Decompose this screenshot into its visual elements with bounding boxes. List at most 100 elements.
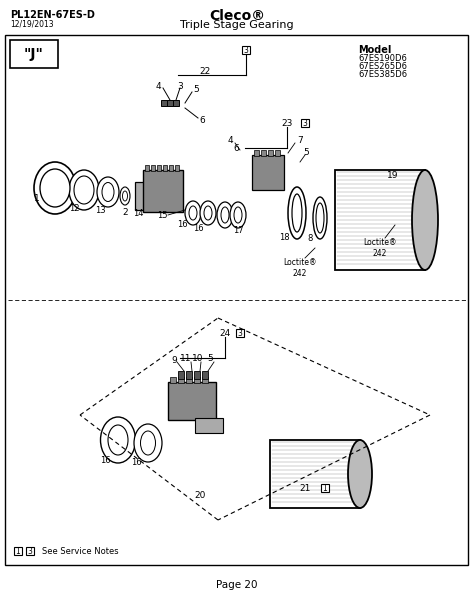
Ellipse shape [140,431,155,455]
Ellipse shape [221,207,229,223]
Text: 1: 1 [34,194,40,202]
Ellipse shape [288,187,306,239]
Text: Page 20: Page 20 [216,580,258,590]
Bar [242,46,250,54]
Text: 5: 5 [303,148,309,156]
Ellipse shape [74,176,94,204]
Text: 3: 3 [237,329,242,338]
Text: 1: 1 [16,547,20,555]
Text: 12/19/2013: 12/19/2013 [10,19,54,28]
Text: 10: 10 [192,354,204,362]
Bar [157,165,161,171]
Bar [195,418,223,433]
Bar [151,165,155,171]
Text: 7: 7 [297,135,303,145]
Bar [145,165,149,171]
Text: Triple Stage Gearing: Triple Stage Gearing [180,20,294,30]
Text: 3: 3 [244,45,248,55]
Ellipse shape [189,206,197,220]
Text: 19: 19 [387,170,399,180]
Bar [167,100,173,106]
Ellipse shape [34,162,76,214]
Bar [173,100,179,106]
Text: 5: 5 [193,85,199,94]
Text: See Service Notes: See Service Notes [42,547,118,555]
Text: 16: 16 [177,219,187,229]
Bar [169,165,173,171]
Text: 8: 8 [307,234,313,243]
Ellipse shape [122,191,128,201]
Text: 67ES190D6: 67ES190D6 [358,54,407,63]
Text: 11: 11 [180,354,192,362]
Text: 67ES385D6: 67ES385D6 [358,70,407,79]
Bar [14,547,22,555]
Text: 4: 4 [227,135,233,145]
Bar [178,377,184,383]
Ellipse shape [97,177,119,207]
Bar [252,155,284,190]
Ellipse shape [204,206,212,220]
Bar [194,371,200,379]
Bar [175,165,179,171]
Text: 18: 18 [279,232,289,242]
Ellipse shape [108,425,128,455]
Text: 16: 16 [131,457,141,466]
Text: 2: 2 [122,207,128,216]
Bar [178,371,184,379]
Bar [268,150,273,156]
Bar [321,484,329,492]
Bar [163,165,167,171]
Bar [186,377,192,383]
Text: 6: 6 [233,143,239,153]
Ellipse shape [412,170,438,270]
Text: 6: 6 [199,115,205,124]
Text: 1: 1 [323,484,328,492]
Bar [275,150,280,156]
Ellipse shape [100,417,136,463]
Ellipse shape [313,197,327,239]
Text: Model: Model [358,45,392,55]
Text: 16: 16 [193,224,203,232]
Text: 13: 13 [95,205,105,215]
Ellipse shape [230,202,246,228]
Ellipse shape [234,207,242,223]
Bar [186,371,192,379]
Ellipse shape [69,170,99,210]
Bar [135,182,155,210]
Ellipse shape [217,202,233,228]
Text: Loctite®
242: Loctite® 242 [283,258,317,278]
Bar [170,377,176,383]
Text: 3: 3 [177,82,183,91]
Text: 3: 3 [302,118,308,128]
Bar [10,40,58,68]
Text: 22: 22 [200,66,210,75]
Bar [202,371,208,379]
Bar [301,119,309,127]
Ellipse shape [120,187,130,205]
Bar [168,382,216,420]
Ellipse shape [316,203,324,233]
Bar [261,150,266,156]
Ellipse shape [185,201,201,225]
Text: 23: 23 [281,118,292,128]
Ellipse shape [292,194,302,232]
Bar [26,547,34,555]
Bar [202,377,208,383]
Text: 21: 21 [299,484,310,492]
Bar [194,377,200,383]
Text: 17: 17 [233,226,243,235]
Ellipse shape [200,201,216,225]
Bar [236,329,244,337]
Text: 16: 16 [100,455,110,465]
Text: 4: 4 [155,82,161,91]
Text: PL12EN-67ES-D: PL12EN-67ES-D [10,10,95,20]
Text: 12: 12 [69,204,79,213]
Ellipse shape [134,424,162,462]
Text: 5: 5 [207,354,213,362]
Bar [270,440,360,508]
Text: 20: 20 [194,490,206,500]
Ellipse shape [348,440,372,508]
Bar [335,170,425,270]
Ellipse shape [40,169,70,207]
Text: Cleco®: Cleco® [209,9,265,23]
